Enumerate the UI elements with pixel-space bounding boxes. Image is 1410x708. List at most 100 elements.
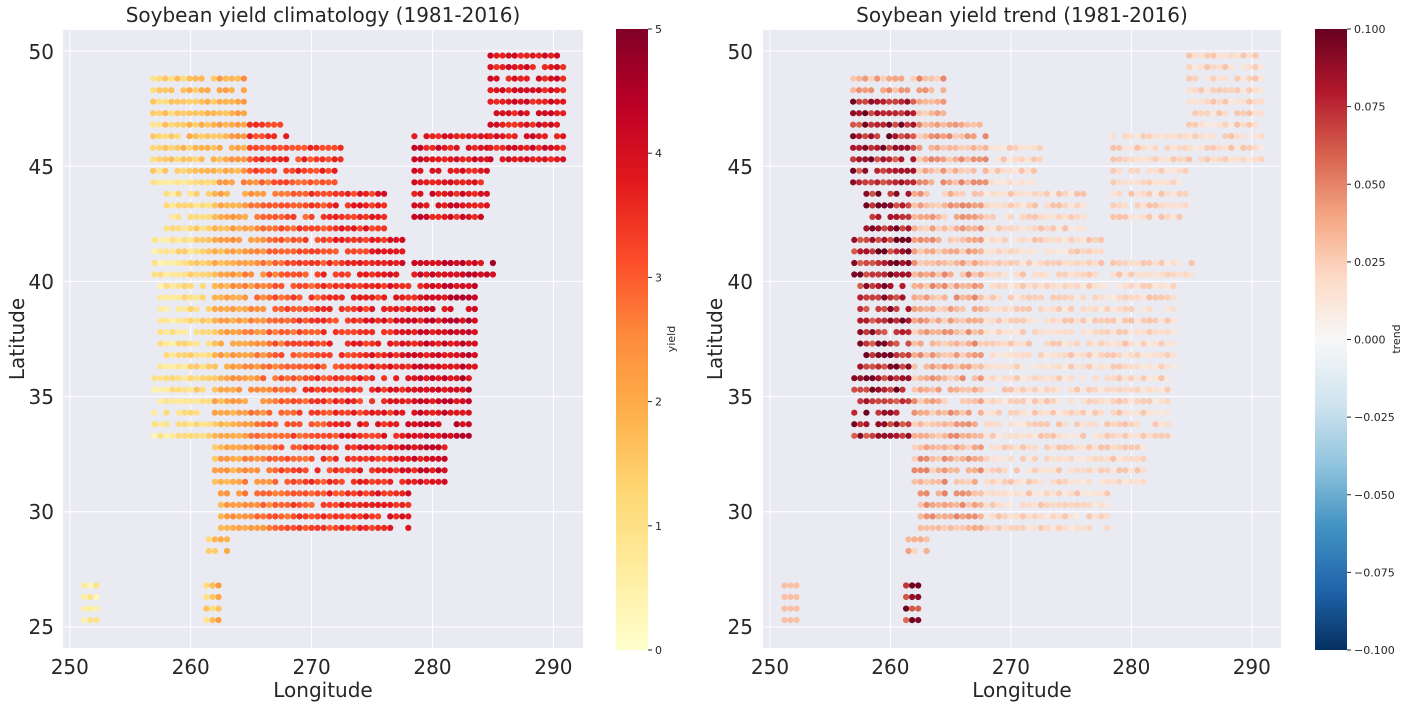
scatter-point xyxy=(242,352,249,359)
scatter-point xyxy=(1062,213,1069,220)
x-tick-label: 280 xyxy=(1112,655,1150,679)
scatter-point xyxy=(405,340,412,347)
scatter-point xyxy=(892,87,899,94)
scatter-point xyxy=(1043,524,1051,532)
scatter-point xyxy=(429,340,436,347)
scatter-point xyxy=(1056,202,1063,209)
scatter-point xyxy=(1246,98,1253,105)
scatter-point xyxy=(417,167,424,174)
scatter-point xyxy=(169,352,176,359)
scatter-point xyxy=(547,52,555,59)
scatter-point xyxy=(1192,52,1199,59)
scatter-point xyxy=(187,340,194,347)
scatter-point xyxy=(252,133,260,140)
scatter-point xyxy=(156,179,163,186)
scatter-point xyxy=(875,398,882,405)
scatter-point xyxy=(1080,524,1087,532)
scatter-point xyxy=(1068,294,1075,301)
scatter-point xyxy=(977,432,984,439)
scatter-point xyxy=(899,386,906,393)
scatter-point xyxy=(215,617,222,624)
scatter-point xyxy=(186,179,193,186)
scatter-point xyxy=(441,282,448,290)
scatter-point xyxy=(1056,305,1063,313)
scatter-point xyxy=(947,352,954,359)
scatter-point xyxy=(435,375,442,382)
scatter-point xyxy=(278,386,285,393)
scatter-point xyxy=(411,271,418,278)
scatter-point xyxy=(560,64,567,71)
scatter-point xyxy=(369,202,376,209)
scatter-point xyxy=(1024,156,1031,163)
scatter-point xyxy=(441,432,448,439)
scatter-point xyxy=(236,444,243,451)
scatter-point xyxy=(983,236,990,243)
scatter-point xyxy=(411,340,418,347)
scatter-point xyxy=(1252,98,1259,105)
scatter-point xyxy=(429,317,436,324)
scatter-point xyxy=(935,524,942,532)
scatter-point xyxy=(959,317,966,324)
scatter-point xyxy=(429,259,436,267)
scatter-point xyxy=(886,144,893,151)
scatter-point xyxy=(163,294,170,301)
scatter-point xyxy=(1062,282,1069,290)
scatter-point xyxy=(1146,213,1153,220)
scatter-point xyxy=(970,167,977,174)
scatter-point xyxy=(326,524,333,532)
scatter-point xyxy=(1074,432,1081,439)
scatter-point xyxy=(989,455,996,462)
scatter-point xyxy=(995,190,1003,197)
scatter-point xyxy=(447,294,454,301)
scatter-point xyxy=(375,501,382,508)
scatter-point xyxy=(863,225,870,232)
scatter-point xyxy=(941,524,948,532)
scatter-point xyxy=(1056,467,1063,474)
scatter-point xyxy=(223,536,231,543)
scatter-point xyxy=(1098,409,1105,416)
scatter-point xyxy=(163,409,170,416)
y-axis-label: Latitude xyxy=(5,298,29,380)
scatter-point xyxy=(163,259,170,267)
scatter-point xyxy=(319,179,326,186)
scatter-point xyxy=(332,259,339,267)
scatter-point xyxy=(965,409,972,416)
scatter-point xyxy=(87,593,94,601)
scatter-point xyxy=(1031,225,1039,232)
scatter-point xyxy=(203,605,210,612)
scatter-point xyxy=(1007,409,1015,416)
scatter-point xyxy=(995,305,1003,313)
scatter-point xyxy=(205,271,212,278)
scatter-point xyxy=(260,386,267,393)
scatter-point xyxy=(252,167,260,174)
scatter-point xyxy=(435,167,442,174)
scatter-point xyxy=(375,317,382,324)
scatter-point xyxy=(499,156,506,163)
scatter-point xyxy=(229,444,237,451)
scatter-point xyxy=(989,271,996,278)
scatter-point xyxy=(435,179,442,186)
scatter-point xyxy=(175,375,182,382)
scatter-point xyxy=(1037,305,1045,313)
scatter-point xyxy=(1013,490,1021,497)
scatter-point xyxy=(186,156,193,163)
scatter-point xyxy=(989,329,996,336)
scatter-point xyxy=(228,121,235,128)
scatter-point xyxy=(1056,490,1063,497)
scatter-point xyxy=(1158,409,1165,416)
scatter-point xyxy=(223,467,231,474)
scatter-point xyxy=(174,110,181,117)
scatter-point xyxy=(441,202,448,209)
colorbar-tick-label: −0.025 xyxy=(1354,411,1395,424)
scatter-point xyxy=(911,202,918,209)
scatter-point xyxy=(302,444,309,451)
scatter-point xyxy=(423,294,430,301)
scatter-point xyxy=(344,352,351,359)
scatter-point xyxy=(1019,386,1026,393)
scatter-point xyxy=(283,144,290,151)
scatter-point xyxy=(965,236,972,243)
scatter-point xyxy=(964,167,971,174)
scatter-point xyxy=(175,352,182,359)
scatter-point xyxy=(314,317,321,324)
scatter-point xyxy=(1092,375,1099,382)
